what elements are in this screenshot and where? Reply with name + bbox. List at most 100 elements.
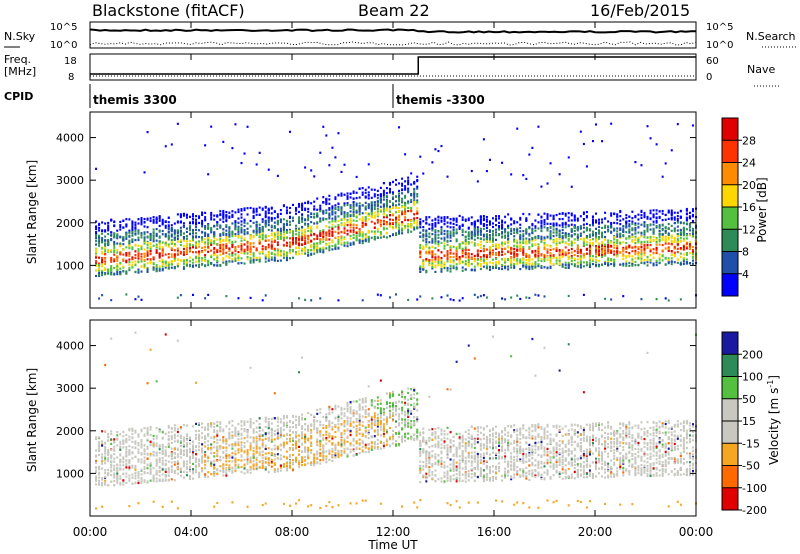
power-cell <box>591 262 594 266</box>
power-cell <box>267 259 270 262</box>
power-cell <box>340 230 343 234</box>
power-cell <box>501 223 504 226</box>
power-cell <box>188 263 191 267</box>
power-cell <box>528 267 531 271</box>
power-cell <box>661 259 664 262</box>
freq-tick-left-top: 18 <box>64 56 77 67</box>
power-cell <box>676 258 679 261</box>
power-cell <box>585 210 588 214</box>
power-cell <box>646 225 649 228</box>
power-cell <box>461 249 464 252</box>
power-cell <box>213 248 216 251</box>
power-cell <box>216 242 219 246</box>
power-cell <box>231 232 234 236</box>
power-cell <box>479 262 482 266</box>
power-cell <box>443 237 446 240</box>
power-cell <box>558 224 561 227</box>
power-cell <box>146 262 149 265</box>
power-cell <box>152 234 155 237</box>
power-cell <box>228 233 231 236</box>
power-cell <box>522 230 525 233</box>
power-cell <box>582 223 585 226</box>
power-cell <box>210 231 213 234</box>
power-cell <box>528 258 531 262</box>
power-cell <box>482 217 485 220</box>
power-cell <box>604 231 607 234</box>
power-cell <box>461 247 464 250</box>
power-cell <box>255 229 258 232</box>
power-cell <box>485 215 488 219</box>
power-cell <box>382 191 385 194</box>
power-cell <box>455 231 458 234</box>
power-cell <box>143 236 146 239</box>
power-cell <box>349 243 352 247</box>
power-cell <box>410 200 413 204</box>
power-cell <box>155 264 158 267</box>
power-cell <box>579 226 582 229</box>
power-cell <box>585 252 588 255</box>
power-cell <box>631 264 634 267</box>
power-cell <box>446 258 449 261</box>
power-cell <box>595 250 597 254</box>
power-cell <box>479 219 482 222</box>
power-cell <box>310 299 313 302</box>
power-cell <box>331 206 334 210</box>
power-cell <box>158 269 161 272</box>
power-cell <box>537 259 540 262</box>
power-cell <box>431 260 434 263</box>
power-cell <box>688 251 691 255</box>
power-cell <box>622 241 625 244</box>
power-cell <box>434 231 437 234</box>
power-cell <box>164 260 167 264</box>
power-cell <box>516 294 519 297</box>
power-cell <box>388 223 391 226</box>
power-cell <box>149 259 152 262</box>
power-cell <box>328 198 331 201</box>
power-cell <box>295 227 298 230</box>
power-cell <box>407 176 410 179</box>
power-cell <box>401 177 404 180</box>
power-cell <box>185 248 188 251</box>
power-cell <box>231 235 234 238</box>
power-cell <box>513 231 516 234</box>
power-cell <box>216 264 219 267</box>
power-cell <box>370 205 373 208</box>
power-cell <box>682 222 685 225</box>
power-cell <box>388 234 391 238</box>
power-cell <box>607 248 610 252</box>
power-cell <box>555 237 558 241</box>
power-cell <box>410 172 413 175</box>
power-cell <box>504 252 507 256</box>
power-cell <box>464 219 467 222</box>
power-cell <box>388 207 391 211</box>
power-cell <box>631 233 634 236</box>
power-cell <box>279 208 282 212</box>
power-cell <box>382 193 385 197</box>
power-cell <box>152 258 155 261</box>
power-cell <box>222 245 225 249</box>
power-cell <box>222 258 225 262</box>
power-cell <box>679 231 682 235</box>
power-cell <box>495 238 498 241</box>
power-cell <box>388 218 391 221</box>
power-cell <box>637 222 640 225</box>
power-cell <box>231 251 234 254</box>
power-cell <box>276 232 279 235</box>
power-cell <box>382 195 385 199</box>
power-cell <box>461 252 464 255</box>
power-cell <box>398 223 401 226</box>
power-cell <box>467 248 470 252</box>
power-cell <box>431 239 434 243</box>
power-cell <box>367 214 370 217</box>
power-cell <box>643 221 646 224</box>
power-cell <box>495 234 498 237</box>
power-cell <box>140 260 143 263</box>
power-cell <box>513 266 516 269</box>
power-cell <box>385 227 388 230</box>
power-cell <box>491 249 494 252</box>
power-cell <box>685 262 688 265</box>
power-cell <box>101 258 104 262</box>
power-cell <box>382 226 385 229</box>
power-cell <box>237 259 240 262</box>
power-cell <box>531 227 534 230</box>
